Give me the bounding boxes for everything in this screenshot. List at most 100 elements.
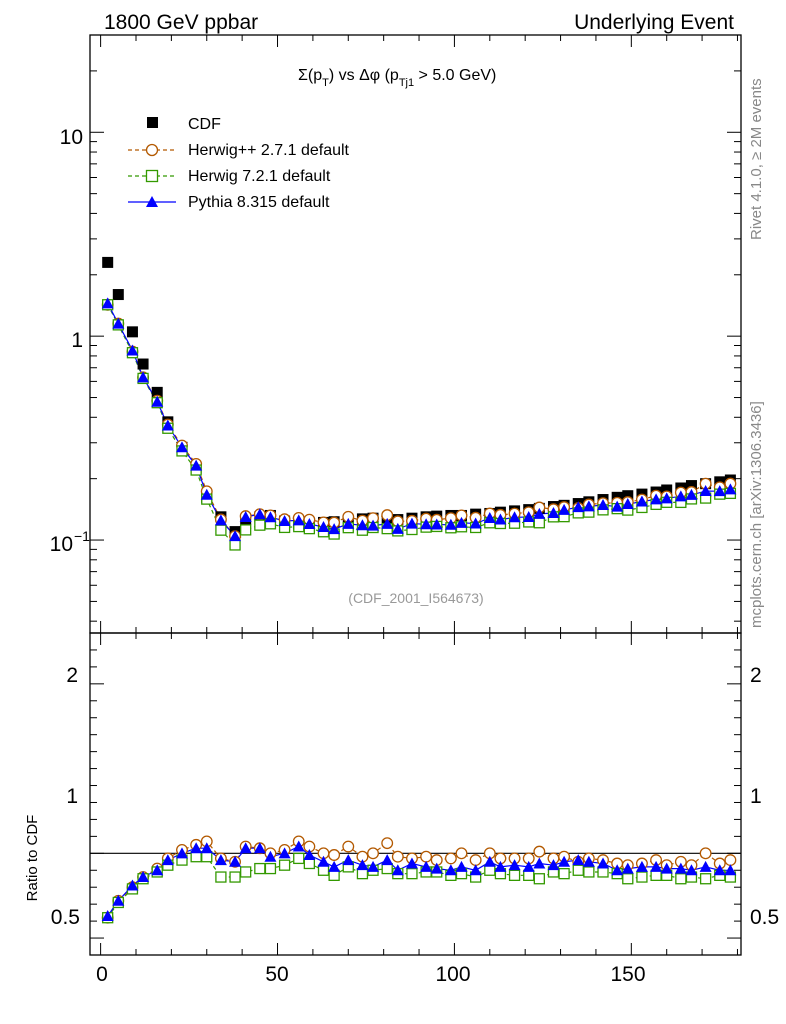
ytick-label-10: 10 (60, 126, 83, 149)
ratio-1-point (342, 840, 355, 853)
ytick-label-0.1: 10 (50, 533, 73, 556)
ratio-2-point (558, 868, 570, 880)
series-2-point (215, 524, 227, 536)
series-3-point (112, 317, 125, 329)
ratio-3-point (264, 850, 277, 862)
series-3-point (685, 488, 698, 500)
ratio-tick-2-right: 2 (750, 664, 762, 687)
series-3-point (317, 520, 330, 532)
ratio-2-point (583, 866, 595, 878)
series-3-point (175, 441, 188, 453)
ratio-1-point (469, 854, 482, 867)
ratio-2-point (264, 862, 277, 875)
series-3-point (430, 518, 443, 530)
series-3-point (533, 507, 546, 519)
series-3-point (494, 513, 507, 525)
ratio-1-point (328, 849, 341, 861)
title-suffix: > 5.0 GeV) (414, 67, 496, 84)
ratio-line-2 (107, 856, 731, 919)
ratio-plot: Ratio to CDF 2 1 0.5 2 1 0.5 0 50 100 15… (24, 632, 779, 986)
xtick-label-150: 150 (610, 963, 645, 986)
ratio-3-point (547, 859, 560, 871)
series-2-point (533, 517, 545, 529)
ratio-3-point (200, 842, 213, 854)
ratio-1-point (724, 854, 737, 867)
series-3-point (547, 506, 560, 518)
ratio-3-point (674, 862, 687, 874)
series-3-point (635, 495, 648, 507)
series-3-point (444, 518, 457, 530)
series-3-point (611, 500, 624, 512)
ratio-3-point (112, 894, 125, 906)
ratio-2-point (699, 873, 712, 885)
cdf-data-point (126, 326, 138, 338)
ratio-3-point (650, 860, 663, 872)
series-3-point (253, 508, 266, 520)
series-2-point (254, 519, 266, 531)
ratio-3-point (190, 842, 203, 854)
ratio-3-point (126, 879, 139, 891)
cdf-data-point (685, 480, 697, 492)
ratio-2-point (508, 869, 521, 881)
legend: CDF Herwig++ 2.7.1 default Herwig 7.2.1 … (128, 116, 350, 211)
series-3-point (420, 518, 433, 530)
cdf-data-point (151, 386, 163, 398)
series-3-point (381, 517, 394, 529)
series-3-point (239, 510, 252, 522)
series-2-point (240, 524, 252, 536)
header-right: Underlying Event (574, 11, 734, 34)
ratio-3-point (572, 854, 585, 866)
legend-marker-herwigpp (145, 143, 159, 157)
title-sub1: T (322, 77, 329, 89)
title-middle: ) vs Δφ (p (329, 67, 399, 84)
legend-entry-pythia: Pythia 8.315 default (128, 194, 330, 211)
series-3-point (190, 459, 203, 471)
ratio-1-point (455, 847, 468, 860)
series-3-point (699, 485, 712, 497)
series-3-point (724, 483, 737, 495)
title-prefix: Σ(p (298, 67, 322, 84)
main-series-layer (101, 256, 737, 551)
ratio-tick-0.5-left: 0.5 (51, 906, 80, 929)
title-sub2: Tj1 (399, 77, 414, 89)
ratio-3-point (137, 871, 150, 883)
xtick-label-0: 0 (96, 963, 108, 986)
series-3-point (229, 530, 242, 542)
ratio-3-point (455, 860, 468, 872)
series-3-point (621, 498, 634, 510)
ratio-3-point (356, 859, 369, 871)
ratio-1-point (444, 852, 457, 865)
ratio-plot-frame (89, 632, 742, 956)
series-3-point (342, 517, 355, 529)
ratio-3-point (391, 864, 404, 876)
ratio-3-point (483, 855, 496, 867)
ratio-3-point (522, 860, 535, 872)
mcplots-label: mcplots.cern.ch [arXiv:1306.3436] (748, 401, 765, 628)
ratio-3-point (635, 860, 648, 872)
series-3-point (126, 344, 139, 356)
legend-label-cdf: CDF (188, 116, 221, 133)
xtick-label-50: 50 (265, 963, 288, 986)
ratio-3-point (278, 847, 291, 859)
series-3-point (161, 419, 174, 431)
cdf-data-point (661, 484, 673, 496)
ratio-3-point (342, 854, 355, 866)
ratio-3-point (494, 860, 507, 872)
series-3-point (713, 485, 726, 497)
series-3-point (101, 297, 114, 309)
legend-entry-cdf: CDF (147, 116, 221, 133)
ratio-3-point (508, 859, 521, 871)
series-3-point (572, 501, 585, 513)
series-3-point (483, 512, 496, 524)
ytick-exponent: −1 (74, 528, 90, 544)
ratio-1-point (367, 847, 379, 860)
series-3-point (292, 514, 305, 526)
series-3-point (137, 371, 150, 383)
legend-label-pythia: Pythia 8.315 default (188, 194, 330, 211)
ratio-2-point (278, 859, 291, 871)
ratio-3-point (558, 855, 571, 867)
ratio-1-point (420, 850, 433, 863)
series-3-point (264, 511, 277, 523)
series-3-point (356, 519, 369, 531)
